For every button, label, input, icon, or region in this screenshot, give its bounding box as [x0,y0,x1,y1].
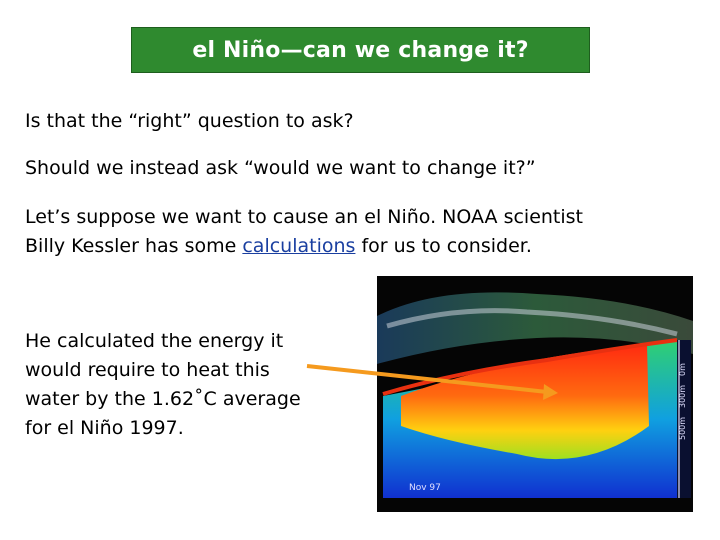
title-box: el Niño—can we change it? [131,27,590,73]
image-date-label: Nov 97 [409,483,441,493]
arrow-head [543,384,558,400]
depth-axis [677,340,691,498]
paragraph-line: Let’s suppose we want to cause an el Niñ… [25,206,584,228]
cloud-band [386,308,678,337]
paragraph-noaa-calculations: Let’s suppose we want to cause an el Niñ… [25,203,583,261]
paragraph-line: for el Niño 1997. [25,417,184,439]
depth-label: 0m [678,363,687,376]
paragraph-line: for us to consider. [355,235,532,257]
ocean-warm-pool [401,344,649,460]
paragraph-want-to-change: Should we instead ask “would we want to … [25,157,536,179]
depth-label: 500m [678,417,687,440]
arrow-shaft [306,364,548,394]
calculations-link[interactable]: calculations [242,235,356,257]
paragraph-line: Billy Kessler has some [25,235,243,257]
paragraph-energy: He calculated the energy it would requir… [25,327,301,443]
paragraph-line: He calculated the energy it [25,330,284,352]
ocean-surface-ridge [382,338,678,396]
paragraph-right-question: Is that the “right” question to ask? [25,110,354,132]
paragraph-line: would require to heat this [25,359,270,381]
slide-title: el Niño—can we change it? [192,37,529,63]
depth-label: 300m [678,385,687,408]
ocean-temperature-image: 0m 300m 500m Nov 97 [377,276,693,512]
paragraph-line: water by the 1.62˚C average [25,388,301,410]
